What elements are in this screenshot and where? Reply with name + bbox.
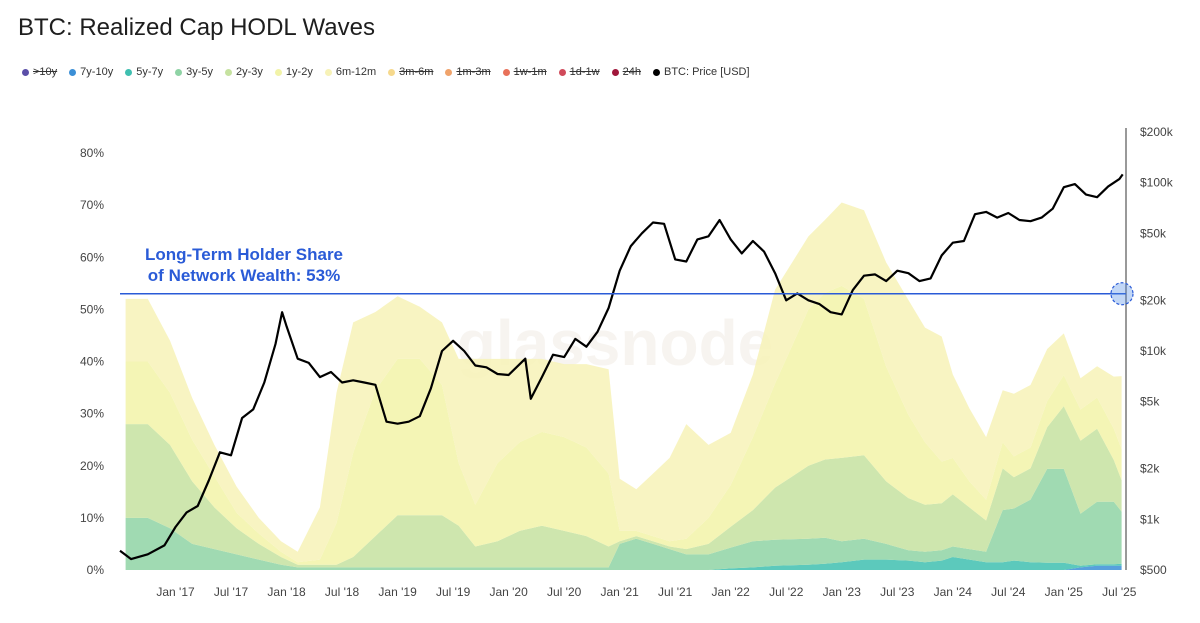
x-tick-label: Jan '24 <box>934 585 973 599</box>
legend-item[interactable]: 3m-6m <box>388 66 433 78</box>
right-tick-label: $2k <box>1140 462 1160 476</box>
x-tick-label: Jan '18 <box>267 585 306 599</box>
annotation-line-1: Long-Term Holder Share <box>145 245 343 264</box>
left-tick-label: 40% <box>80 355 104 369</box>
legend-label: 7y-10y <box>80 66 114 78</box>
legend-label: 1w-1m <box>513 66 547 78</box>
legend-label: 1y-2y <box>285 66 313 78</box>
hodl-wave-areas <box>125 202 1122 570</box>
x-tick-label: Jul '19 <box>436 585 471 599</box>
area-3y-5y <box>125 468 1122 570</box>
legend-item[interactable]: 1m-3m <box>445 66 491 78</box>
legend-swatch <box>445 68 453 76</box>
btc-price-line <box>119 173 1124 561</box>
left-tick-label: 50% <box>80 302 104 316</box>
legend-label: 1m-3m <box>456 66 491 78</box>
legend-swatch <box>69 68 77 76</box>
x-tick-label: Jul '20 <box>547 585 582 599</box>
x-tick-label: Jul '21 <box>658 585 693 599</box>
legend-swatch <box>611 68 619 76</box>
left-tick-label: 60% <box>80 250 104 264</box>
x-tick-label: Jan '17 <box>156 585 195 599</box>
legend-label: 3y-5y <box>186 66 214 78</box>
area-6m-12m <box>125 202 1122 563</box>
x-tick-label: Jan '19 <box>378 585 417 599</box>
legend-item[interactable]: 6m-12m <box>324 66 377 78</box>
right-axis-ticks: $500 $1k $2k $5k $10k $20k $50k $100k $200k <box>1140 125 1174 577</box>
area-5y-7y <box>125 557 1122 570</box>
left-tick-label: 80% <box>80 146 104 160</box>
right-tick-label: $10k <box>1140 344 1167 358</box>
legend-item[interactable]: 1d-1w <box>558 66 600 78</box>
legend-label: 3m-6m <box>399 66 434 78</box>
left-tick-label: 20% <box>80 459 104 473</box>
annotation-line-2: of Network Wealth: 53% <box>148 266 340 285</box>
legend-item[interactable]: 7y-10y <box>69 66 113 78</box>
legend-item[interactable]: 1w-1m <box>502 66 547 78</box>
legend-swatch <box>175 68 183 76</box>
x-tick-label: Jul '18 <box>325 585 360 599</box>
legend-label: 5y-7y <box>136 66 164 78</box>
legend-label: 2y-3y <box>236 66 263 78</box>
legend-label: BTC: Price [USD] <box>663 66 750 78</box>
right-tick-label: $200k <box>1140 125 1174 139</box>
x-tick-label: Jan '23 <box>823 585 862 599</box>
legend-swatch <box>22 68 29 76</box>
legend-swatch <box>652 68 660 76</box>
legend-swatch <box>502 68 510 76</box>
right-tick-label: $20k <box>1140 293 1167 307</box>
right-tick-label: $500 <box>1140 563 1167 577</box>
legend-item[interactable]: BTC: Price [USD] <box>652 66 750 78</box>
left-tick-label: 30% <box>80 407 104 421</box>
legend-item[interactable]: >10y <box>22 66 57 78</box>
legend-label: 6m-12m <box>335 66 377 78</box>
area-1y-2y <box>125 285 1122 565</box>
right-tick-label: $5k <box>1140 395 1160 409</box>
legend-swatch <box>125 68 133 76</box>
x-tick-label: Jan '21 <box>601 585 640 599</box>
legend-swatch <box>225 68 233 76</box>
legend-swatch <box>274 68 282 76</box>
area-2y-3y <box>125 406 1122 568</box>
x-axis-ticks: Jan '17 Jul '17 Jan '18 Jul '18 Jan '19 Jul '… <box>156 585 1136 599</box>
legend-label: 1d-1w <box>569 66 600 78</box>
left-tick-label: 70% <box>80 198 104 212</box>
legend-item[interactable]: 24h <box>611 66 641 78</box>
legend-swatch <box>388 68 396 76</box>
x-tick-label: Jan '22 <box>712 585 751 599</box>
right-tick-label: $1k <box>1140 512 1160 526</box>
x-tick-label: Jul '24 <box>991 585 1026 599</box>
left-tick-label: 10% <box>80 511 104 525</box>
right-tick-label: $100k <box>1140 176 1174 190</box>
legend: >10y 7y-10y 5y-7y 3y-5y 2y-3y 1y-2y 6m-12m 3m-6… <box>22 66 750 78</box>
legend-item[interactable]: 1y-2y <box>274 66 313 78</box>
left-tick-label: 0% <box>87 563 105 577</box>
legend-label: 24h <box>622 66 641 78</box>
chart-title: BTC: Realized Cap HODL Waves <box>18 14 375 41</box>
right-tick-label: $50k <box>1140 226 1167 240</box>
legend-swatch <box>558 68 566 76</box>
x-tick-label: Jul '17 <box>214 585 249 599</box>
x-tick-label: Jul '23 <box>880 585 915 599</box>
lth-current-marker <box>1110 282 1134 306</box>
x-tick-label: Jul '25 <box>1102 585 1137 599</box>
legend-swatch <box>324 68 332 76</box>
legend-item[interactable]: 2y-3y <box>225 66 263 78</box>
legend-item[interactable]: 5y-7y <box>125 66 163 78</box>
left-axis-ticks: 0% 10% 20% 30% 40% 50% 60% 70% 80% <box>80 146 104 577</box>
x-tick-label: Jan '25 <box>1045 585 1084 599</box>
legend-item[interactable]: 3y-5y <box>175 66 213 78</box>
x-tick-label: Jul '22 <box>769 585 804 599</box>
x-tick-label: Jan '20 <box>489 585 528 599</box>
legend-label: >10y <box>33 66 58 78</box>
